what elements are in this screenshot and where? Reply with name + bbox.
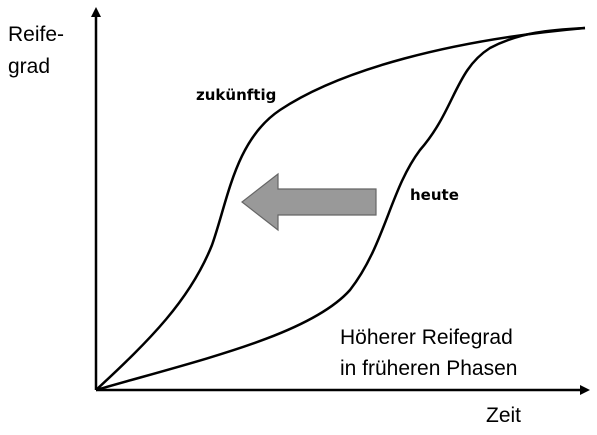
shift-arrow: [241, 172, 377, 232]
annotation-line2: in früheren Phasen: [340, 357, 517, 380]
x-axis-label: Zeit: [486, 404, 521, 427]
current-curve-label: heute: [410, 186, 459, 204]
y-axis-label-line1: Reife-: [8, 23, 64, 46]
current-curve: [95, 26, 586, 392]
y-axis-label-line2: grad: [8, 55, 50, 78]
annotation-line1: Höherer Reifegrad: [340, 326, 513, 349]
future-curve-label: zukünftig: [196, 86, 276, 104]
future-curve: [95, 26, 586, 391]
